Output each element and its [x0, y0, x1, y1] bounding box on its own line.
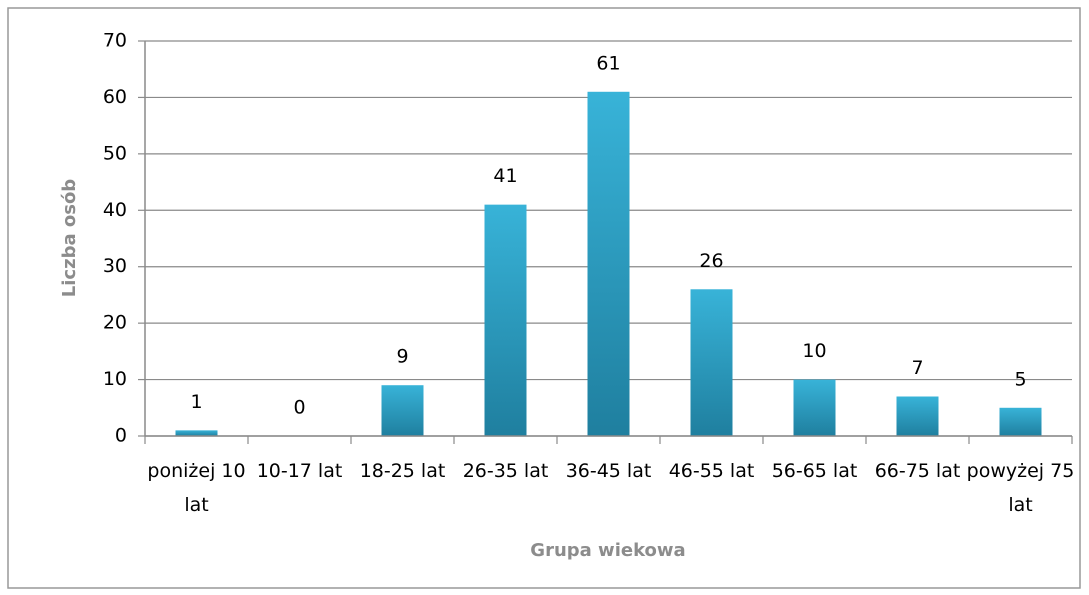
- data-label: 9: [396, 346, 408, 368]
- x-tick-label: poniżej 10 lat: [147, 460, 246, 516]
- data-label: 10: [802, 340, 826, 362]
- y-tick-label: 20: [103, 312, 127, 334]
- y-tick-label: 60: [103, 86, 127, 108]
- y-tick-label: 50: [103, 142, 127, 164]
- data-label: 0: [293, 397, 305, 419]
- y-tick-label: 40: [103, 199, 127, 221]
- bar: [896, 396, 939, 436]
- x-tick-label: 10-17 lat: [256, 460, 343, 482]
- y-tick-label: 0: [115, 425, 127, 447]
- data-label: 61: [596, 52, 620, 74]
- bar: [484, 204, 527, 436]
- data-label: 26: [699, 250, 723, 272]
- x-tick-label: 56-65 lat: [771, 460, 858, 482]
- x-tick-label: 26-35 lat: [462, 460, 549, 482]
- x-tick-label: 66-75 lat: [874, 460, 961, 482]
- data-label: 7: [911, 357, 923, 379]
- bar: [381, 385, 424, 436]
- bar: [690, 289, 733, 436]
- bar: [793, 379, 836, 436]
- y-tick-label: 10: [103, 368, 127, 390]
- x-tick-label: powyżej 75 lat: [966, 460, 1075, 516]
- x-axis-title: Grupa wiekowa: [530, 540, 685, 561]
- bar: [587, 91, 630, 437]
- x-tick-label: 46-55 lat: [668, 460, 755, 482]
- data-label: 5: [1014, 368, 1026, 390]
- y-tick-label: 70: [103, 30, 127, 52]
- y-tick-label: 30: [103, 255, 127, 277]
- x-tick-label: 36-45 lat: [565, 460, 652, 482]
- data-label: 41: [493, 165, 517, 187]
- data-label: 1: [190, 391, 202, 413]
- bar: [175, 430, 218, 436]
- x-tick-label: 18-25 lat: [359, 460, 446, 482]
- chart-border: [7, 7, 1081, 589]
- bar: [999, 407, 1042, 436]
- y-axis-title: Liczba osób: [59, 179, 80, 298]
